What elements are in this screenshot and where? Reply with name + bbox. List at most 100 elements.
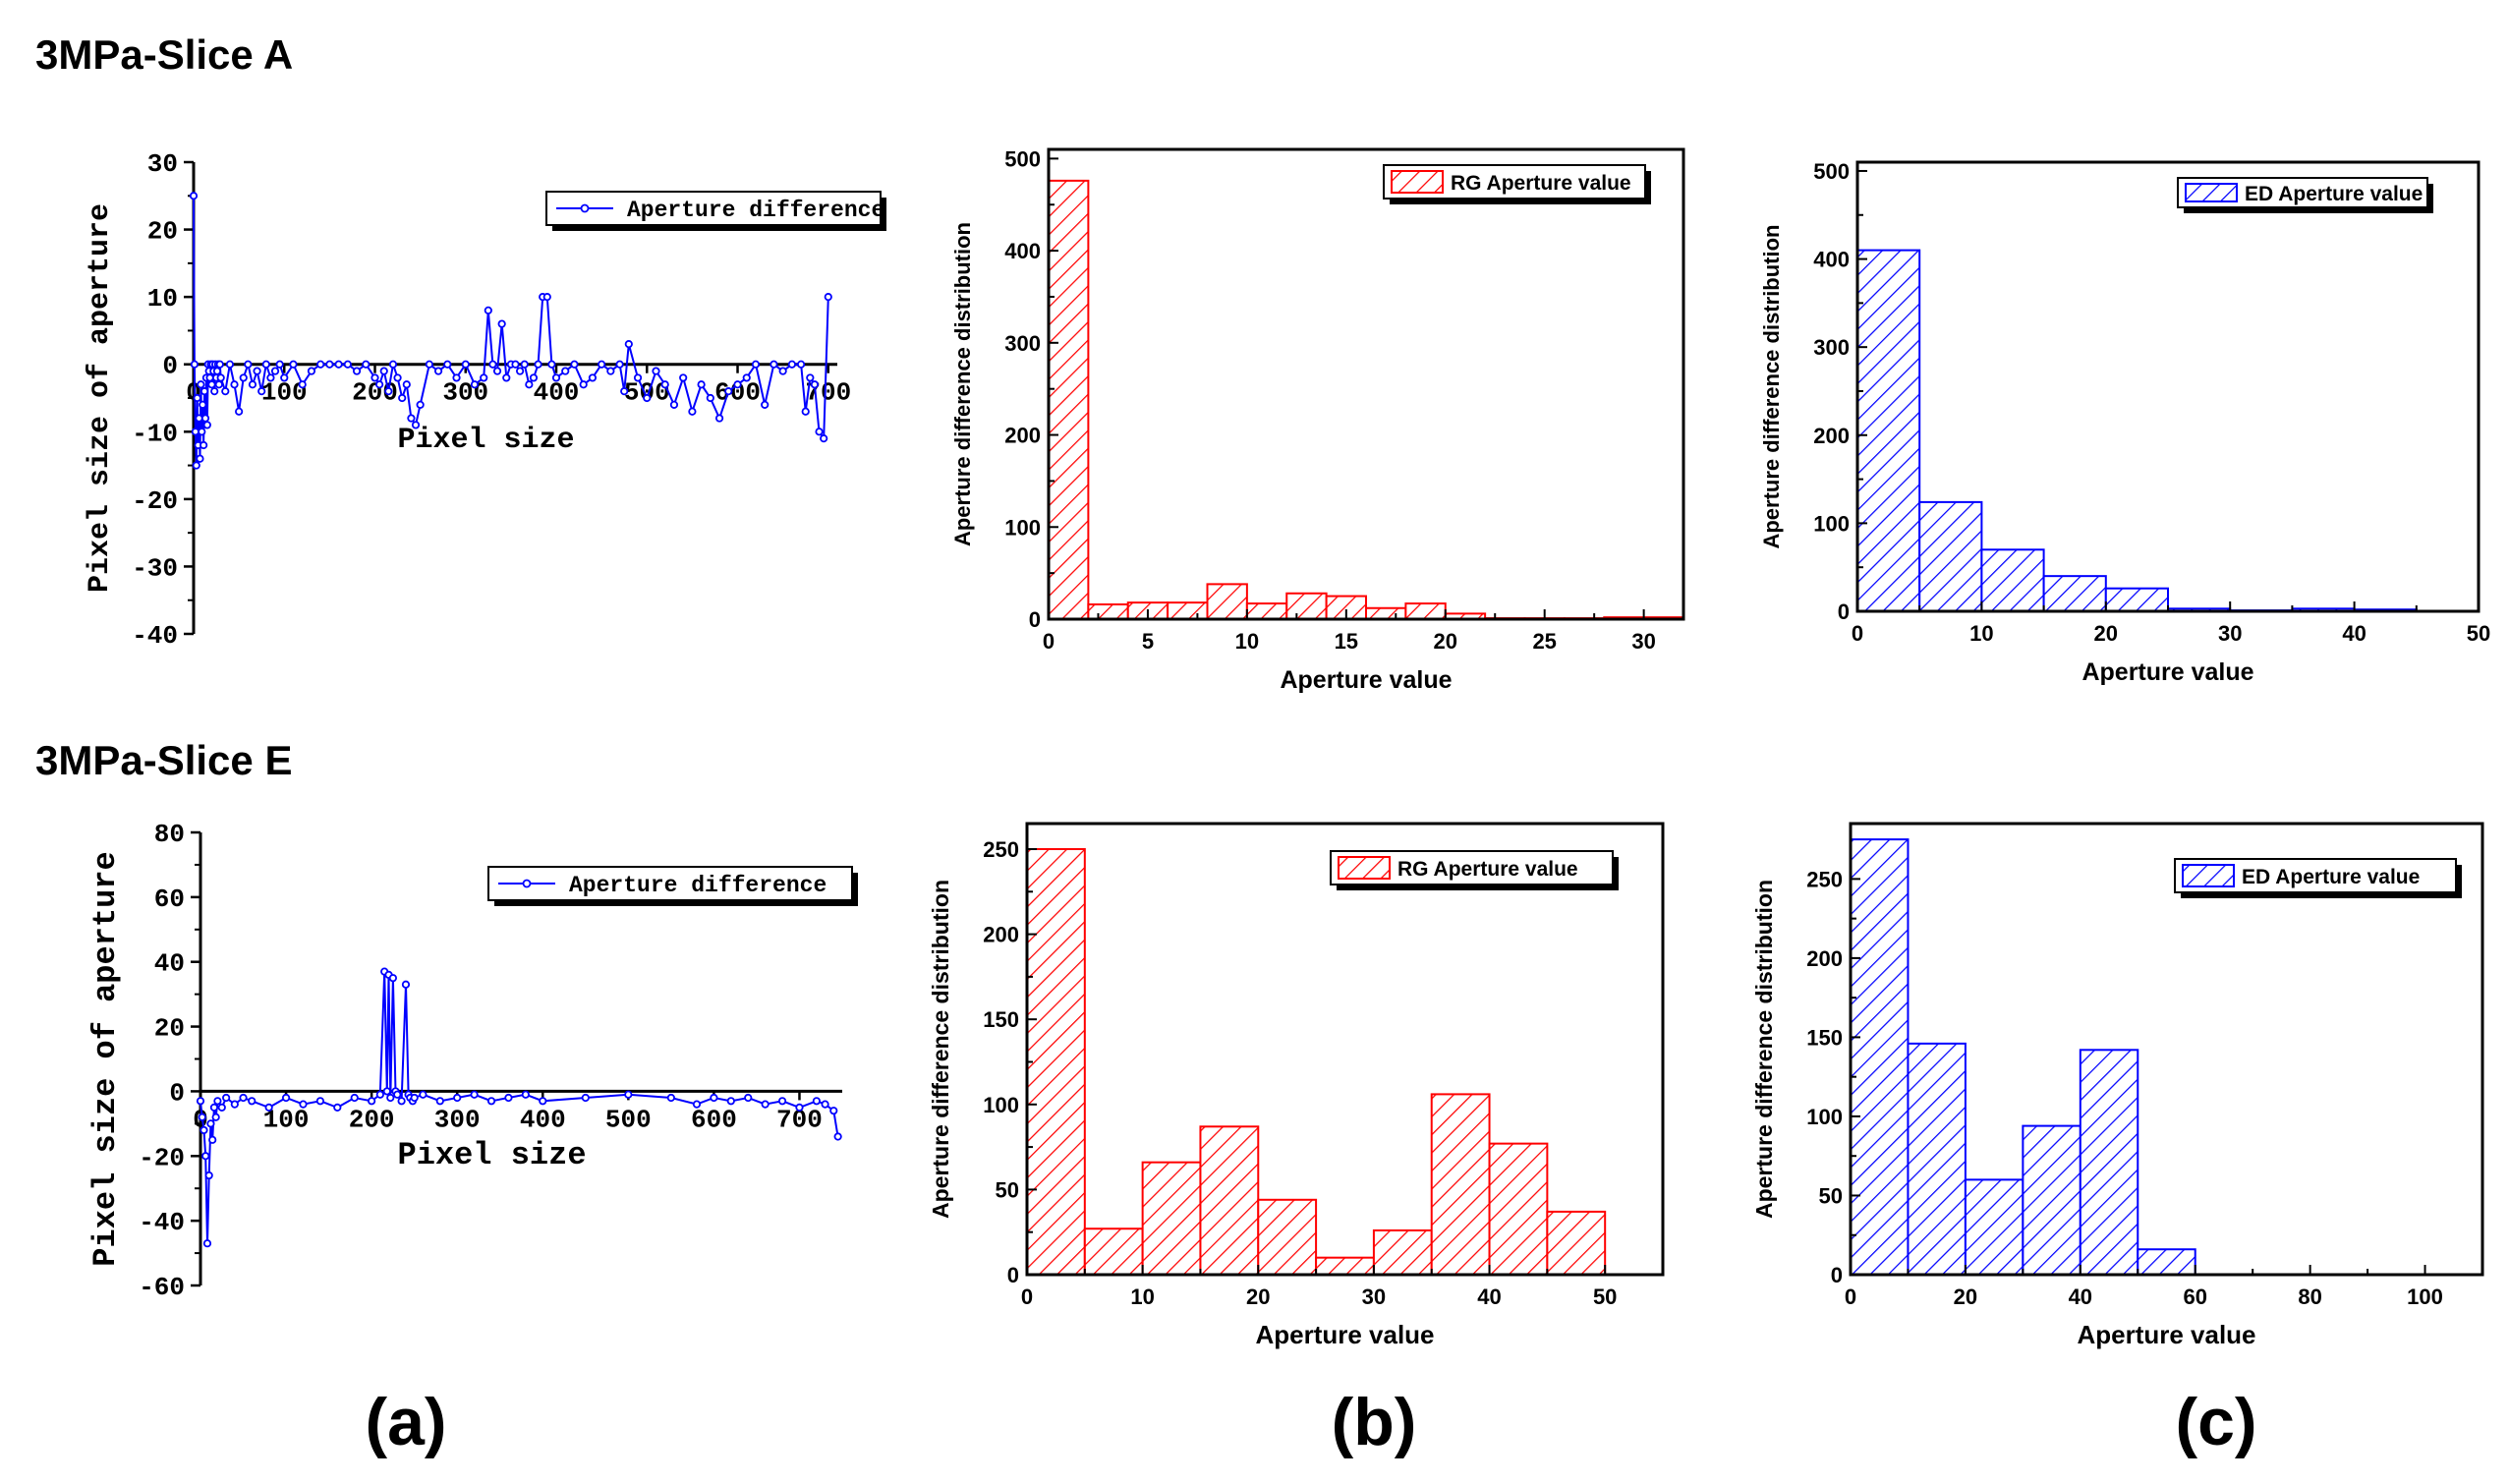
data-point (299, 1100, 308, 1109)
histogram-bar (1488, 1142, 1549, 1277)
data-point (198, 428, 206, 436)
data-point (511, 360, 520, 369)
data-point (201, 1152, 210, 1161)
y-tick-label: 150 (983, 1007, 1019, 1032)
data-point (204, 1170, 213, 1180)
data-point (325, 360, 334, 369)
data-point (624, 1090, 633, 1099)
y-tick-label: 0 (1838, 599, 1850, 624)
histogram-bar (1980, 548, 2045, 613)
legend-swatch (2185, 183, 2238, 202)
x-tick-label: 400 (520, 1105, 566, 1134)
y-tick-label: 400 (1813, 248, 1850, 272)
histogram-bar (2079, 1049, 2139, 1277)
y-tick-label: 50 (996, 1177, 1019, 1202)
data-point (368, 1097, 376, 1106)
y-tick-label: 10 (147, 284, 178, 314)
histogram-bar (1404, 602, 1447, 620)
histogram-bar (1026, 847, 1086, 1276)
histogram-bar (1315, 1256, 1375, 1276)
data-point (778, 367, 787, 375)
y-tick-label: 200 (1813, 424, 1850, 448)
data-point (230, 1100, 239, 1109)
legend-label: ED Aperture value (2242, 866, 2420, 888)
y-tick-label: 250 (983, 837, 1019, 862)
data-point (744, 1093, 753, 1103)
y-axis-label: Aperture difference distribution (928, 880, 953, 1219)
data-point (225, 360, 235, 369)
data-point (615, 360, 624, 369)
x-tick-label: 60 (2183, 1284, 2206, 1309)
histogram-bar (1087, 603, 1129, 620)
x-tick-label: 0 (1845, 1284, 1856, 1309)
y-tick-label: -20 (132, 486, 178, 516)
data-point (196, 454, 204, 463)
histogram-bar (1245, 602, 1288, 620)
data-point (206, 1119, 215, 1128)
legend-label: Aperture difference (569, 873, 827, 898)
x-tick-label: 600 (691, 1105, 737, 1134)
data-point (679, 373, 688, 382)
y-axis-label: Pixel size of aperture (87, 851, 124, 1266)
legend-swatch (1391, 170, 1444, 194)
data-point (343, 360, 352, 369)
histogram-bar (1083, 1227, 1144, 1277)
data-point (221, 387, 230, 396)
chart-b-top: 0 100 200 300 400 500 0 5 10 15 20 25 30 Aperture val… (950, 146, 1685, 694)
chart-b-bottom: 0 50 100 150 200 250 0 10 20 30 40 50 Aperture value… (928, 822, 1665, 1349)
data-point (375, 380, 384, 389)
data-point (620, 387, 629, 396)
x-tick-label: 400 (534, 378, 580, 408)
y-axis-label: Aperture difference distribution (1751, 880, 1777, 1219)
data-point (198, 1113, 206, 1121)
histogram-bar (1964, 1178, 2024, 1276)
data-point (529, 373, 539, 382)
data-point (191, 428, 200, 436)
histogram-bar (1918, 500, 1983, 612)
data-point (375, 1090, 384, 1099)
y-tick-label: 40 (154, 949, 185, 979)
histogram-bar (1141, 1161, 1202, 1276)
y-tick-label: 150 (1806, 1025, 1843, 1050)
data-point (362, 360, 371, 369)
data-point (200, 1125, 208, 1135)
data-point (388, 974, 397, 983)
data-point (419, 1090, 428, 1099)
x-axis-label: Aperture value (1255, 1320, 1434, 1349)
data-point (534, 360, 542, 369)
data-point (207, 380, 216, 389)
data-point (200, 440, 208, 450)
data-point (210, 387, 219, 396)
data-point (820, 434, 828, 443)
row-label-slice-e: 3MPa-Slice E (35, 737, 292, 783)
data-point (386, 1093, 395, 1103)
data-point (486, 1097, 496, 1106)
data-point (724, 387, 733, 396)
x-axis-label: Pixel size (397, 424, 574, 457)
histogram-bar (2137, 1248, 2196, 1276)
data-point (275, 360, 284, 369)
histogram-bar (1430, 1093, 1491, 1277)
data-point (733, 380, 742, 389)
legend-label: Aperture difference (627, 198, 884, 223)
x-tick-label: 40 (2342, 621, 2366, 646)
data-point (316, 360, 325, 369)
data-point (215, 360, 224, 369)
data-point (270, 367, 280, 375)
data-point (411, 421, 421, 429)
data-point (643, 393, 652, 403)
legend-swatch (1338, 856, 1391, 880)
data-point (200, 387, 209, 396)
data-point (192, 461, 200, 470)
data-point (542, 293, 551, 302)
data-point (281, 1093, 291, 1103)
data-point (410, 1093, 419, 1103)
legend-swatch (2182, 864, 2235, 887)
row-label-slice-a: 3MPa-Slice A (35, 31, 293, 78)
data-point (829, 1107, 838, 1115)
legend-marker (522, 879, 532, 888)
y-tick-label: 500 (1004, 146, 1041, 171)
x-tick-label: 30 (1631, 629, 1655, 654)
